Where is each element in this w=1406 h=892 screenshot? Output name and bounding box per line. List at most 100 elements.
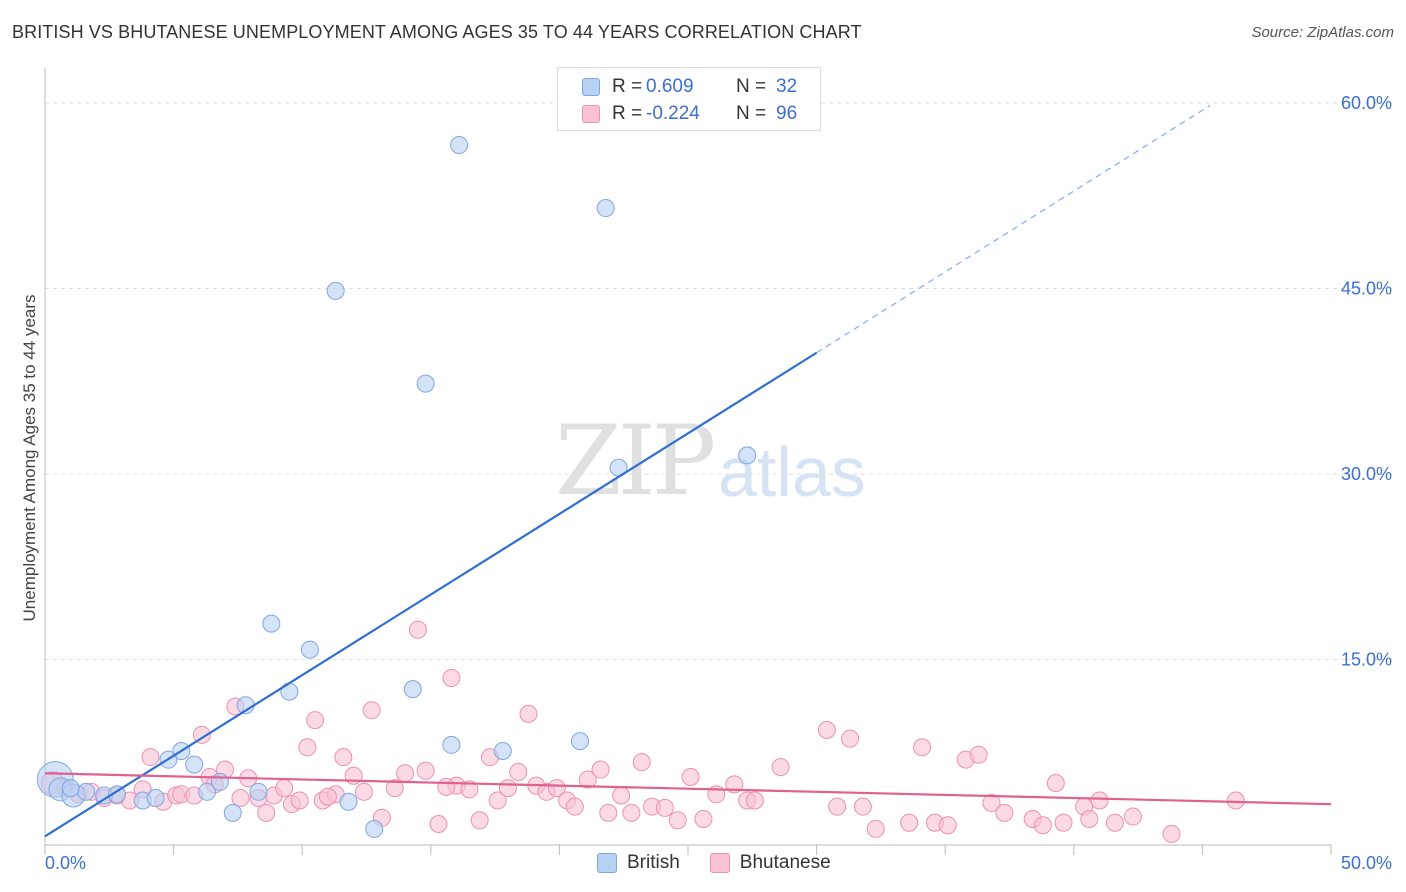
bhutanese-point [591, 760, 610, 779]
bhutanese-point [318, 787, 337, 806]
bhutanese-point [1080, 810, 1099, 829]
bhutanese-point [668, 811, 687, 830]
bhutanese-point [509, 763, 528, 782]
bhutanese-point [488, 791, 507, 810]
bhutanese-point [632, 753, 651, 772]
bhutanese-point [1123, 807, 1142, 826]
bhutanese-point [913, 738, 932, 757]
bhutanese-point [298, 738, 317, 757]
british-point [493, 742, 512, 761]
bhutanese-legend-label: Bhutanese [739, 852, 831, 873]
bhutanese-point [866, 819, 885, 838]
bhutanese-n-value: 96 [776, 103, 798, 124]
bhutanese-point [828, 797, 847, 816]
british-r-value: 0.609 [646, 76, 694, 97]
british-point [262, 614, 281, 633]
y-tick-label-2: 45.0% [1341, 278, 1392, 298]
bhutanese-point [362, 701, 381, 720]
correlation-legend: R = 0.609 N = 32 R = -0.224 N = 96 [557, 67, 821, 131]
british-point [442, 735, 461, 754]
legend-item-bhutanese[interactable]: Bhutanese [709, 852, 831, 874]
british-point [198, 782, 217, 801]
british-point [223, 803, 242, 822]
bhutanese-point [841, 729, 860, 748]
tick-labels-layer: 15.0% 30.0% 45.0% 60.0% 0.0% 50.0% [45, 93, 1392, 873]
series-legend: British Bhutanese [597, 852, 861, 874]
british-swatch [582, 78, 600, 96]
british-point [210, 772, 229, 791]
bhutanese-swatch [582, 105, 600, 123]
bhutanese-point [354, 782, 373, 801]
bhutanese-point [982, 793, 1001, 812]
bhutanese-point [416, 761, 435, 780]
watermark-atlas: atlas [718, 433, 866, 511]
bhutanese-point [498, 779, 517, 798]
bhutanese-point [1105, 813, 1124, 832]
british-trendline [44, 351, 818, 838]
british-legend-label: British [627, 852, 680, 873]
british-point [738, 446, 757, 465]
bhutanese-r-label: R = [612, 103, 643, 124]
bhutanese-n-label: N = [736, 103, 767, 124]
bhutanese-point [745, 791, 764, 810]
bhutanese-point [1033, 816, 1052, 835]
british-point [185, 755, 204, 774]
grid-layer [45, 102, 1392, 660]
chart-title: BRITISH VS BHUTANESE UNEMPLOYMENT AMONG … [12, 22, 862, 42]
british-trendline-extension [816, 104, 1211, 354]
bhutanese-point [460, 780, 479, 799]
bhutanese-point [599, 803, 618, 822]
bhutanese-point [437, 777, 456, 796]
british-point [596, 199, 615, 218]
trendline-layer [44, 104, 1332, 838]
bhutanese-point [547, 779, 566, 798]
bhutanese-point [900, 813, 919, 832]
bhutanese-point [938, 816, 957, 835]
bhutanese-r-value: -0.224 [646, 103, 700, 124]
bhutanese-point [429, 814, 448, 833]
x-tick-label-0: 0.0% [45, 853, 86, 873]
bhutanese-legend-swatch [709, 853, 730, 873]
british-point [300, 640, 319, 659]
bhutanese-point [771, 758, 790, 777]
british-point [77, 782, 96, 801]
bhutanese-point [470, 811, 489, 830]
axes-layer [44, 68, 1332, 855]
bhutanese-point [817, 720, 836, 739]
watermark-zip: ZIP [555, 405, 716, 517]
bhutanese-point [681, 767, 700, 786]
british-point [339, 792, 358, 811]
british-n-label: N = [736, 76, 767, 97]
british-point [326, 281, 345, 300]
british-point [403, 680, 422, 699]
british-n-value: 32 [776, 76, 798, 97]
bhutanese-point [1090, 791, 1109, 810]
bhutanese-point [612, 786, 631, 805]
source-label: Source: ZipAtlas.com [1251, 24, 1394, 41]
british-point [146, 789, 165, 808]
y-tick-label-3: 60.0% [1341, 93, 1392, 113]
bhutanese-point [1054, 813, 1073, 832]
y-tick-label-1: 30.0% [1341, 464, 1392, 484]
bhutanese-point [408, 620, 427, 639]
bhutanese-point [1162, 824, 1181, 843]
bhutanese-point [306, 711, 325, 730]
bhutanese-point [231, 789, 250, 808]
bhutanese-point [275, 779, 294, 798]
british-point [61, 779, 80, 798]
bhutanese-point [334, 748, 353, 767]
bhutanese-point [192, 725, 211, 744]
bhutanese-point [578, 770, 597, 789]
bhutanese-point [565, 797, 584, 816]
legend-row-bhutanese: R = -0.224 N = 96 [582, 101, 797, 127]
british-points [36, 135, 757, 838]
bhutanese-point [969, 745, 988, 764]
bhutanese-point [655, 798, 674, 817]
legend-item-british[interactable]: British [597, 852, 680, 874]
x-tick-label-1: 50.0% [1341, 853, 1392, 873]
bhutanese-point [1046, 774, 1065, 793]
british-point [416, 374, 435, 393]
bhutanese-point [257, 803, 276, 822]
bhutanese-points [40, 620, 1245, 843]
bhutanese-point [694, 810, 713, 829]
